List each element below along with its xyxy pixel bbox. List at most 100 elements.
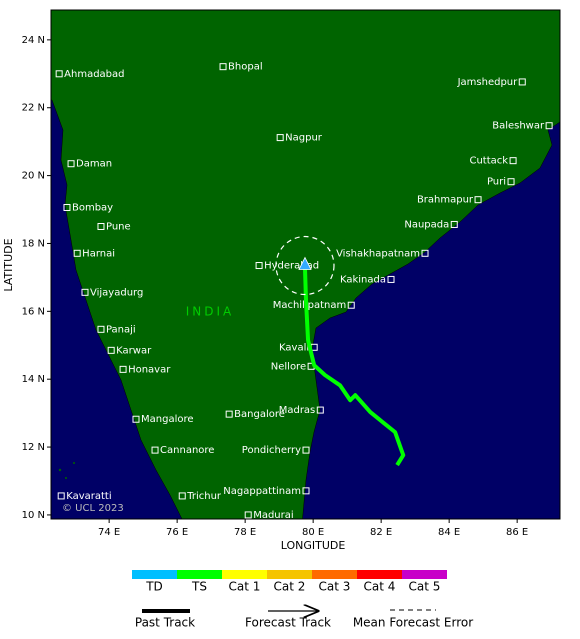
intensity-label: TD	[145, 580, 163, 594]
city-label: Naupada	[404, 219, 449, 230]
x-tick-label: 86 E	[506, 527, 528, 538]
intensity-label: TS	[191, 580, 207, 594]
intensity-swatch	[132, 570, 177, 579]
city-marker	[151, 446, 159, 454]
city-marker	[276, 134, 284, 142]
intensity-label: Cat 3	[319, 580, 351, 594]
city-marker	[518, 78, 526, 86]
x-tick-label: 80 E	[302, 527, 324, 538]
y-axis-title: LATITUDE	[2, 238, 15, 291]
storm-position	[298, 256, 312, 270]
city-label: Trichur	[186, 491, 222, 502]
city-label: Machilipatnam	[273, 300, 347, 311]
y-tick-label: 16 N	[22, 306, 45, 317]
city-label: Bangalore	[234, 409, 285, 420]
city-marker	[225, 410, 233, 418]
city-marker	[244, 511, 252, 519]
city-label: Karwar	[116, 345, 152, 356]
intensity-swatch	[267, 570, 312, 579]
city-label: Vishakhapatnam	[336, 248, 420, 259]
y-tick-label: 24 N	[22, 35, 45, 46]
x-axis-title: LONGITUDE	[281, 539, 346, 552]
city-label: Harnai	[82, 248, 115, 259]
y-tick-label: 20 N	[22, 171, 45, 182]
legend-label: Forecast Track	[245, 616, 331, 630]
city-marker	[67, 160, 75, 168]
legend-label: Past Track	[135, 616, 195, 630]
city-label: Puri	[487, 177, 506, 188]
past-track	[302, 268, 406, 467]
city-label: Pune	[106, 221, 131, 232]
city-label: Panaji	[106, 324, 136, 335]
city-marker	[63, 203, 71, 211]
city-marker	[178, 492, 186, 500]
city-label: Jamshedpur	[457, 77, 519, 88]
city-marker	[255, 262, 263, 270]
city-label: Vijayadurg	[90, 287, 143, 298]
city-marker	[474, 196, 482, 204]
intensity-swatch	[177, 570, 222, 579]
city-label: Brahmapur	[417, 195, 474, 206]
map-content: 74 E 76 E 78 E 80 E 82 E 84 E 86 E 10 N 12 N 14 N…	[22, 35, 553, 538]
city-label: Bombay	[72, 202, 113, 213]
city-label: Kavaratti	[66, 491, 111, 502]
y-tick-label: 14 N	[22, 374, 45, 385]
city-marker	[219, 63, 227, 71]
intensity-label: Cat 5	[409, 580, 441, 594]
city-label: Madurai	[253, 510, 293, 521]
city-label: Madras	[279, 405, 316, 416]
city-label: Cuttack	[469, 156, 508, 167]
legend: TD TS Cat 1 Cat 2 Cat 3 Cat 4 Cat 5	[132, 570, 447, 594]
city-marker	[119, 365, 127, 373]
intensity-label: Cat 1	[229, 580, 261, 594]
city-marker	[507, 178, 515, 186]
city-label: Baleshwar	[492, 121, 545, 132]
city-label: Honavar	[128, 364, 171, 375]
city-marker	[387, 275, 395, 283]
city-marker	[132, 415, 140, 423]
x-tick-label: 76 E	[166, 527, 188, 538]
legend-label: Mean Forecast Error	[353, 616, 473, 630]
city-label: Hyderabad	[264, 261, 319, 272]
city-marker	[450, 220, 458, 228]
city-label: Kakinada	[340, 274, 386, 285]
city-label: Cannanore	[160, 445, 214, 456]
map-overlay: Ahmadabad Bhopal Jamshedpur Baleshwar Nagpur…	[55, 62, 553, 521]
city-marker	[57, 492, 65, 500]
intensity-swatch	[402, 570, 447, 579]
x-tick-label: 78 E	[234, 527, 256, 538]
intensity-swatch	[222, 570, 267, 579]
x-tick-label: 84 E	[438, 527, 460, 538]
city-marker	[73, 249, 81, 257]
city-marker	[509, 157, 517, 165]
city-marker	[421, 249, 429, 257]
city-marker	[81, 288, 89, 296]
city-label: Nellore	[271, 361, 306, 372]
y-tick-label: 10 N	[22, 510, 45, 521]
city-marker	[97, 222, 105, 230]
copyright: © UCL 2023	[62, 503, 124, 514]
city-marker	[97, 325, 105, 333]
city-marker	[545, 122, 553, 130]
region-label: INDIA	[186, 305, 235, 319]
city-label: Kavali	[279, 342, 309, 353]
city-label: Nagappattinam	[223, 486, 301, 497]
y-tick-label: 18 N	[22, 238, 45, 249]
city-label: Pondicherry	[242, 445, 301, 456]
city-label: Nagpur	[285, 133, 323, 144]
city-label: Daman	[76, 159, 112, 170]
map-frame	[50, 9, 561, 520]
intensity-swatch	[312, 570, 357, 579]
city-label: Ahmadabad	[64, 69, 124, 80]
city-label: Mangalore	[141, 414, 194, 425]
city-marker	[302, 446, 310, 454]
city-marker	[107, 346, 115, 354]
city-marker	[302, 487, 310, 495]
intensity-label: Cat 2	[274, 580, 306, 594]
y-tick-label: 12 N	[22, 442, 45, 453]
city-marker	[347, 301, 355, 309]
x-tick-label: 82 E	[370, 527, 392, 538]
intensity-swatch	[357, 570, 402, 579]
city-marker	[55, 70, 63, 78]
